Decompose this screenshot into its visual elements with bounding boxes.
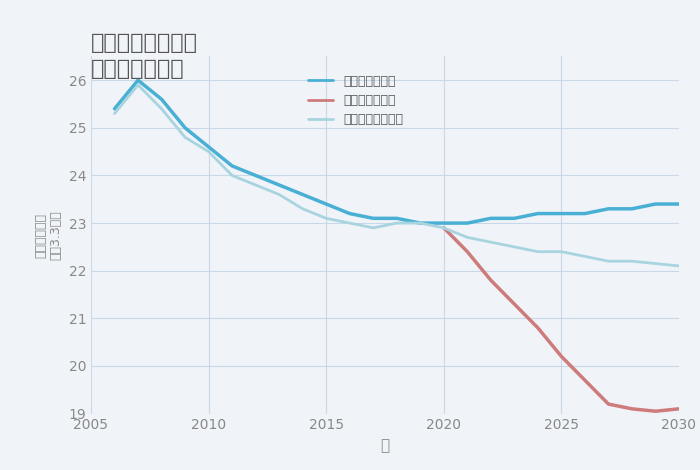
グッドシナリオ bbox=[228, 163, 237, 169]
グッドシナリオ bbox=[628, 206, 636, 212]
ノーマルシナリオ bbox=[510, 244, 519, 250]
ノーマルシナリオ bbox=[675, 263, 683, 269]
ノーマルシナリオ bbox=[486, 239, 495, 245]
ノーマルシナリオ bbox=[204, 149, 213, 155]
Line: ノーマルシナリオ: ノーマルシナリオ bbox=[115, 85, 679, 266]
バッドシナリオ bbox=[440, 225, 448, 231]
Line: グッドシナリオ: グッドシナリオ bbox=[115, 80, 679, 223]
ノーマルシナリオ bbox=[369, 225, 377, 231]
グッドシナリオ bbox=[134, 78, 142, 83]
ノーマルシナリオ bbox=[181, 134, 189, 140]
グッドシナリオ bbox=[510, 216, 519, 221]
グッドシナリオ bbox=[675, 201, 683, 207]
グッドシナリオ bbox=[181, 125, 189, 131]
バッドシナリオ bbox=[581, 377, 589, 383]
バッドシナリオ bbox=[557, 353, 566, 359]
バッドシナリオ bbox=[486, 277, 495, 283]
ノーマルシナリオ bbox=[346, 220, 354, 226]
バッドシナリオ bbox=[604, 401, 612, 407]
ノーマルシナリオ bbox=[440, 225, 448, 231]
ノーマルシナリオ bbox=[228, 172, 237, 178]
グッドシナリオ bbox=[651, 201, 659, 207]
ノーマルシナリオ bbox=[581, 254, 589, 259]
グッドシナリオ bbox=[204, 144, 213, 150]
グッドシナリオ bbox=[275, 182, 284, 188]
グッドシナリオ bbox=[322, 201, 330, 207]
グッドシナリオ bbox=[393, 216, 401, 221]
バッドシナリオ bbox=[675, 406, 683, 412]
グッドシナリオ bbox=[111, 106, 119, 111]
バッドシナリオ bbox=[463, 249, 472, 254]
Line: バッドシナリオ: バッドシナリオ bbox=[444, 228, 679, 411]
ノーマルシナリオ bbox=[298, 206, 307, 212]
グッドシナリオ bbox=[369, 216, 377, 221]
ノーマルシナリオ bbox=[628, 258, 636, 264]
グッドシナリオ bbox=[346, 211, 354, 216]
X-axis label: 年: 年 bbox=[380, 438, 390, 453]
Legend: グッドシナリオ, バッドシナリオ, ノーマルシナリオ: グッドシナリオ, バッドシナリオ, ノーマルシナリオ bbox=[303, 70, 408, 131]
ノーマルシナリオ bbox=[604, 258, 612, 264]
ノーマルシナリオ bbox=[111, 111, 119, 117]
グッドシナリオ bbox=[463, 220, 472, 226]
バッドシナリオ bbox=[651, 408, 659, 414]
ノーマルシナリオ bbox=[134, 82, 142, 88]
バッドシナリオ bbox=[533, 325, 542, 331]
ノーマルシナリオ bbox=[275, 192, 284, 197]
グッドシナリオ bbox=[486, 216, 495, 221]
ノーマルシナリオ bbox=[251, 182, 260, 188]
バッドシナリオ bbox=[628, 406, 636, 412]
Y-axis label: 単価（万円）
坪（3.3㎡）: 単価（万円） 坪（3.3㎡） bbox=[35, 210, 63, 260]
グッドシナリオ bbox=[604, 206, 612, 212]
ノーマルシナリオ bbox=[322, 216, 330, 221]
グッドシナリオ bbox=[557, 211, 566, 216]
ノーマルシナリオ bbox=[158, 106, 166, 111]
グッドシナリオ bbox=[440, 220, 448, 226]
グッドシナリオ bbox=[416, 220, 424, 226]
ノーマルシナリオ bbox=[463, 235, 472, 240]
グッドシナリオ bbox=[581, 211, 589, 216]
ノーマルシナリオ bbox=[557, 249, 566, 254]
グッドシナリオ bbox=[251, 172, 260, 178]
バッドシナリオ bbox=[510, 301, 519, 307]
ノーマルシナリオ bbox=[416, 220, 424, 226]
Text: 兵庫県英賀保駅の
土地の価格推移: 兵庫県英賀保駅の 土地の価格推移 bbox=[91, 33, 198, 79]
グッドシナリオ bbox=[158, 96, 166, 102]
ノーマルシナリオ bbox=[393, 220, 401, 226]
グッドシナリオ bbox=[533, 211, 542, 216]
ノーマルシナリオ bbox=[651, 261, 659, 266]
グッドシナリオ bbox=[298, 192, 307, 197]
ノーマルシナリオ bbox=[533, 249, 542, 254]
